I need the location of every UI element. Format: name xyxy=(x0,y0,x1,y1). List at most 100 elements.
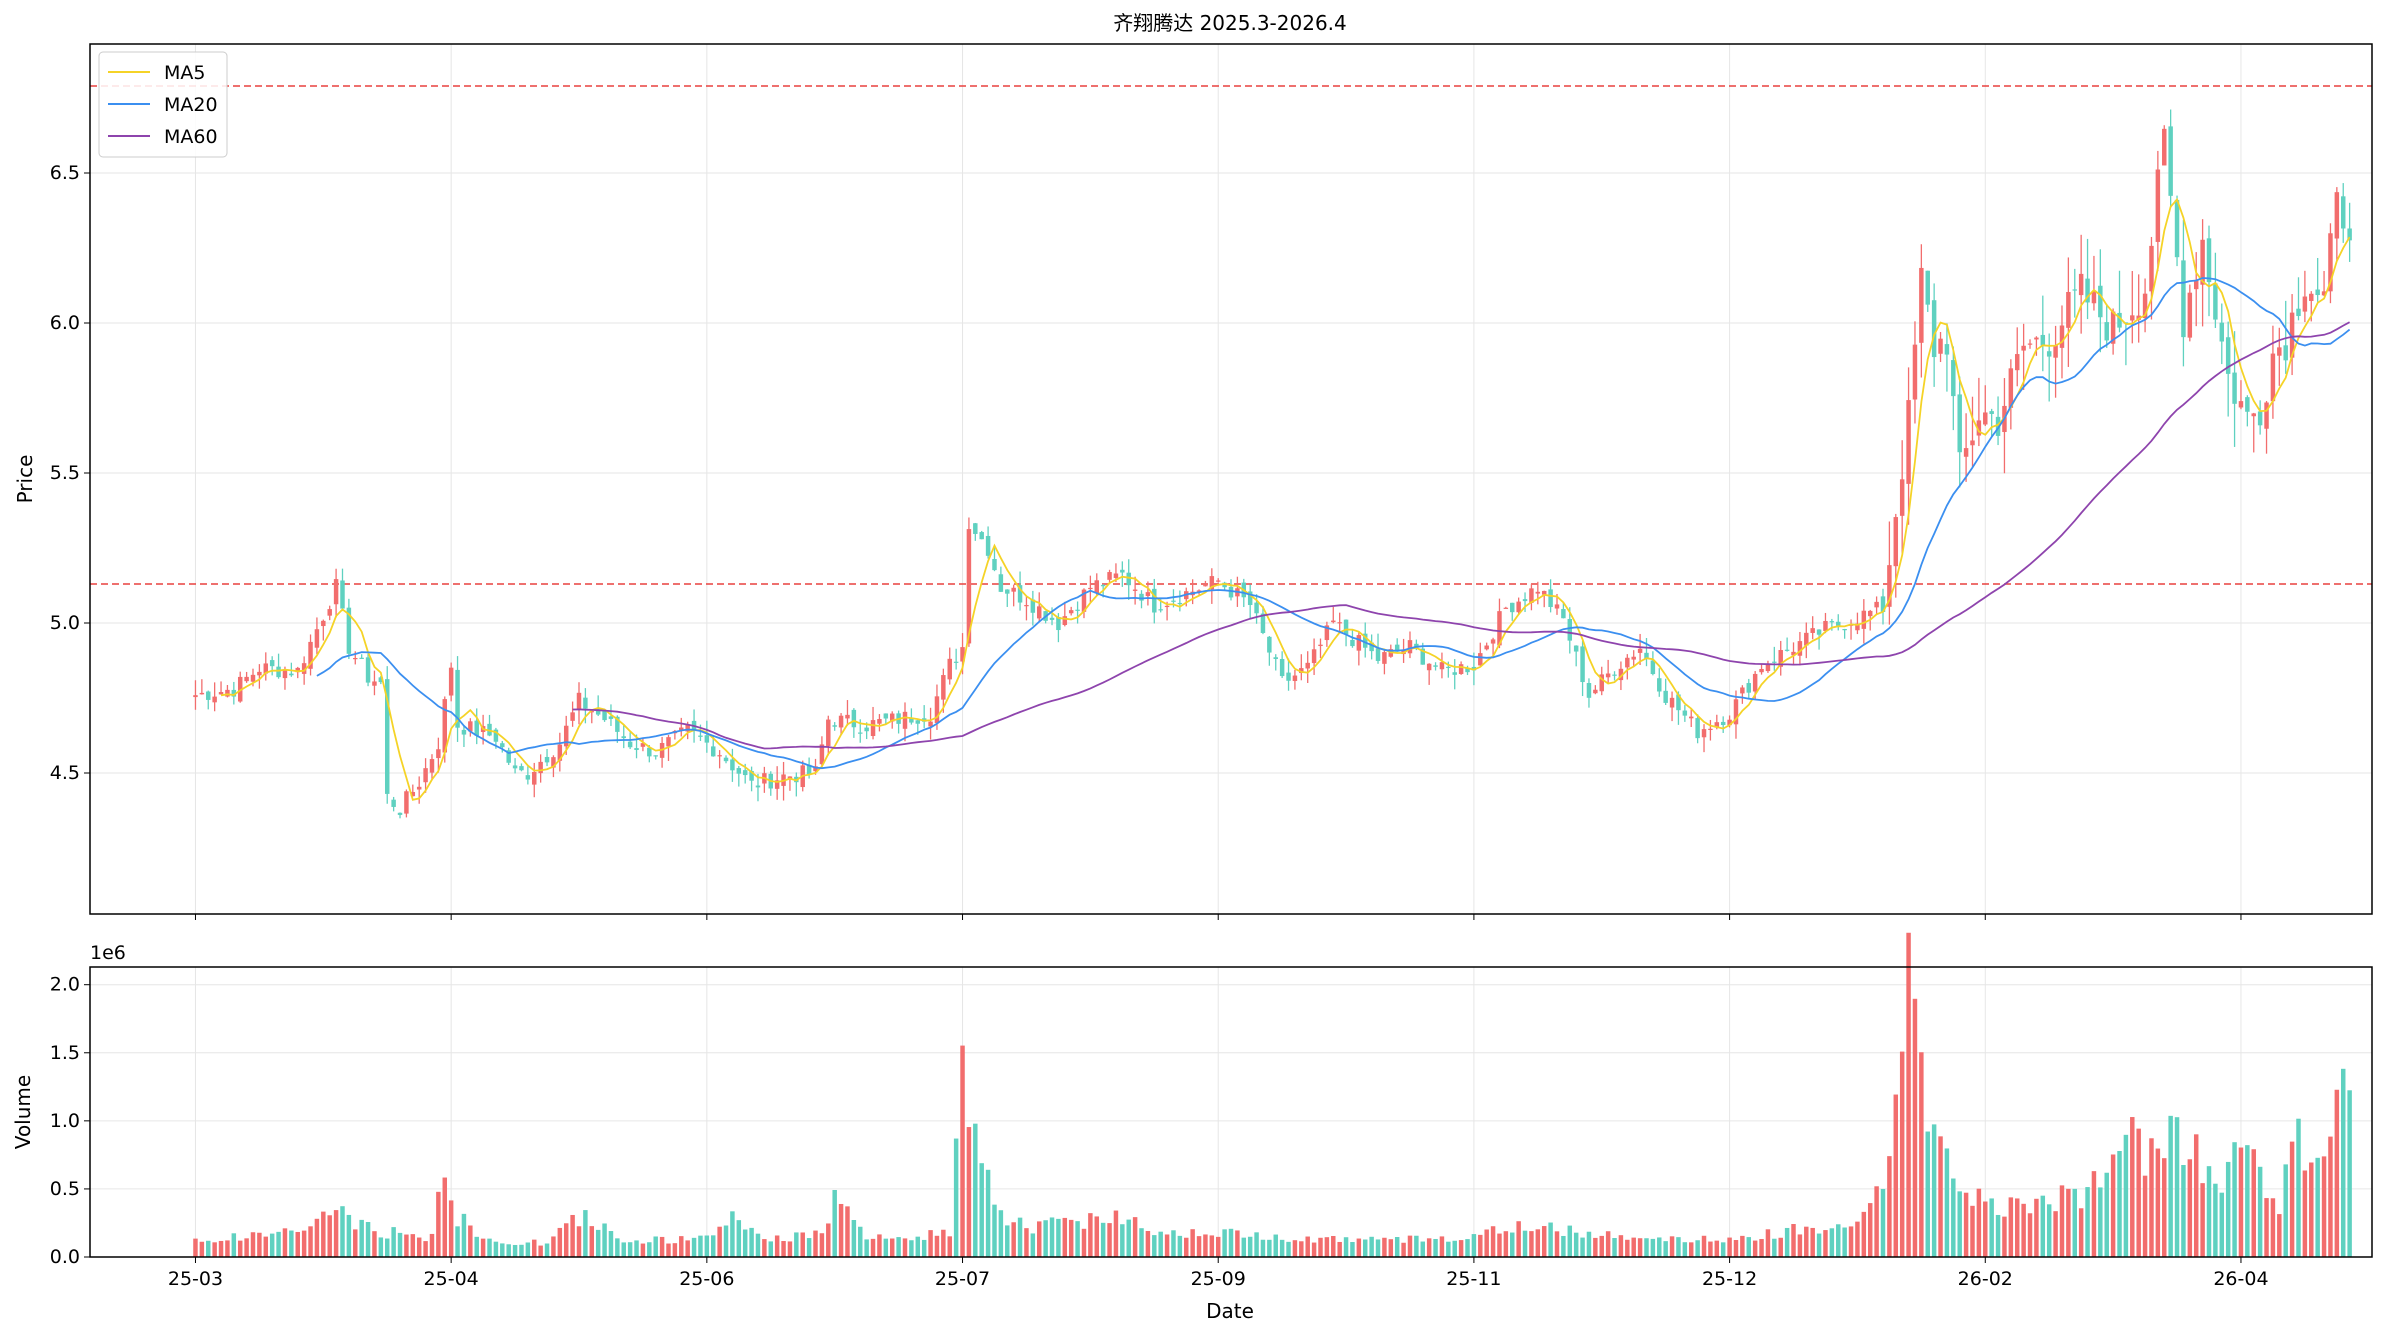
volume-bar xyxy=(397,1232,403,1257)
candle-body xyxy=(1567,619,1573,641)
volume-bar xyxy=(1829,1228,1835,1257)
volume-bar xyxy=(1286,1241,1291,1257)
volume-bar xyxy=(1484,1229,1489,1257)
candle-body xyxy=(1580,646,1585,683)
volume-bar xyxy=(538,1245,543,1257)
volume-bar xyxy=(985,1169,991,1257)
candle-body xyxy=(1005,589,1010,594)
candle-body xyxy=(1209,576,1215,590)
volume-bar xyxy=(1887,1156,1892,1257)
volume-bar xyxy=(2219,1192,2225,1257)
candle-body xyxy=(717,755,722,757)
candle-body xyxy=(1299,668,1304,674)
volume-bar xyxy=(2200,1183,2205,1257)
volume-bar xyxy=(468,1225,473,1257)
candle-body xyxy=(966,529,972,644)
volume-bar xyxy=(365,1221,371,1257)
volume-bar xyxy=(1682,1242,1688,1257)
candle-body xyxy=(1650,660,1656,675)
candle-body xyxy=(1688,716,1694,719)
candle-body xyxy=(1976,420,1982,436)
ma20-line xyxy=(316,277,2351,770)
candle-body xyxy=(1836,621,1841,626)
candle-body xyxy=(1024,605,1029,607)
candle-body xyxy=(2340,196,2346,229)
x-tick-label: 25-03 xyxy=(168,1268,223,1290)
volume-bar xyxy=(1573,1232,1579,1257)
volume-bar xyxy=(2213,1183,2218,1257)
volume-bar xyxy=(1855,1221,1860,1257)
candle-body xyxy=(1995,416,2001,436)
candle-body xyxy=(1906,400,1911,484)
candle-body xyxy=(1510,602,1515,613)
volume-bar xyxy=(1375,1239,1381,1257)
volume-bar xyxy=(1522,1230,1528,1257)
volume-bar xyxy=(672,1243,678,1257)
volume-bar xyxy=(1548,1222,1553,1257)
candle-body xyxy=(474,720,479,736)
candle-body xyxy=(244,676,249,682)
volume-bar xyxy=(1701,1235,1707,1257)
volume-bar xyxy=(1912,998,1918,1257)
candle-body xyxy=(2034,337,2039,340)
volume-bar xyxy=(589,1226,595,1257)
volume-bar xyxy=(1842,1227,1847,1257)
volume-bar xyxy=(2014,1198,2020,1257)
volume-bar xyxy=(1433,1238,1438,1257)
candle-body xyxy=(2059,325,2065,348)
candle-body xyxy=(2206,238,2212,283)
volume-bar xyxy=(2270,1198,2276,1257)
candle-body xyxy=(1107,572,1112,580)
candle-body xyxy=(563,725,569,747)
volume-bar xyxy=(1036,1221,1042,1257)
candle-body xyxy=(199,692,205,695)
candle-body xyxy=(1088,587,1093,590)
candle-body xyxy=(1625,657,1630,668)
candle-body xyxy=(1899,479,1905,516)
volume-bar xyxy=(858,1226,863,1257)
candle-body xyxy=(1605,673,1611,678)
volume-bar xyxy=(2187,1159,2193,1257)
candle-body xyxy=(1714,722,1720,728)
volume-bar xyxy=(787,1241,793,1257)
volume-bar xyxy=(710,1235,716,1257)
candle-body xyxy=(1708,728,1713,730)
volume-bar xyxy=(1490,1226,1496,1257)
candle-body xyxy=(1919,267,1924,343)
volume-bar xyxy=(1100,1222,1106,1257)
x-tick-label: 25-04 xyxy=(424,1268,479,1290)
candle-body xyxy=(602,710,607,721)
candle-body xyxy=(206,691,211,700)
volume-bar xyxy=(1625,1239,1630,1257)
volume-bar xyxy=(2085,1187,2090,1257)
volume-bar xyxy=(953,1138,959,1257)
candle-body xyxy=(423,768,428,783)
volume-bar xyxy=(704,1235,710,1257)
volume-bar xyxy=(730,1211,735,1257)
candle-body xyxy=(1458,664,1464,674)
candle-body xyxy=(870,720,876,737)
volume-bar xyxy=(448,1200,454,1257)
candle-body xyxy=(1804,632,1809,646)
ma60-line xyxy=(572,321,2351,750)
candle-body xyxy=(1145,592,1151,597)
volume-bar xyxy=(206,1240,211,1257)
volume-bar xyxy=(500,1243,505,1257)
volume-bar xyxy=(1797,1234,1803,1257)
volume-bar xyxy=(1401,1242,1406,1257)
candle-body xyxy=(1880,596,1886,613)
candle-body xyxy=(1797,641,1803,656)
volume-bar xyxy=(455,1226,460,1257)
candle-body xyxy=(1618,668,1624,681)
volume-bar xyxy=(1708,1241,1713,1257)
candle-body xyxy=(755,785,761,788)
candle-body xyxy=(1318,644,1323,647)
candle-body xyxy=(1970,440,1975,446)
candle-body xyxy=(1139,593,1144,601)
candle-body xyxy=(1126,572,1131,586)
volume-bar xyxy=(2053,1211,2058,1257)
volume-bar xyxy=(1669,1236,1675,1257)
volume-bar xyxy=(966,1127,972,1257)
volume-bar xyxy=(2181,1165,2186,1257)
volume-bar xyxy=(1062,1217,1068,1257)
